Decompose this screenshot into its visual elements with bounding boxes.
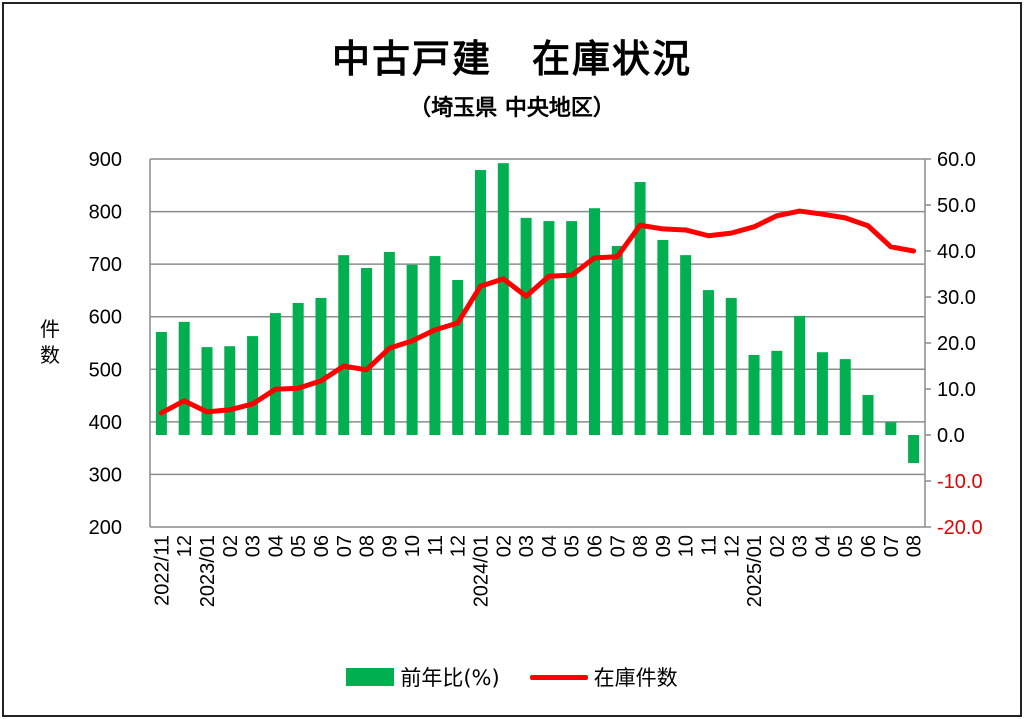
x-tick-label: 07 [881,535,903,557]
x-tick-label: 12 [448,535,470,557]
x-tick-label: 07 [607,535,629,557]
left-tick-label: 900 [89,149,122,171]
line-series-inventory [158,208,917,416]
bar-2022/11 [155,331,167,435]
bar-04 [543,221,555,435]
bar-11 [429,256,441,435]
x-tick-label: 11 [425,535,447,556]
legend-swatch-line [529,674,588,680]
left-tick-label: 700 [89,254,122,276]
bar-04 [269,313,281,435]
bar-09 [657,239,669,435]
bar-05 [292,302,304,435]
x-tick-label: 03 [516,535,538,557]
left-tick-label: 400 [89,412,122,434]
bar-2025/01 [748,354,760,435]
y-axis-label: 件数 [40,317,60,367]
x-tick-label: 03 [790,535,812,557]
bar-06 [588,208,600,435]
chart-title: 中古戸建 在庫状況 [331,37,692,81]
right-tick-label: -10.0 [937,471,983,493]
x-tick-label: 05 [835,535,857,557]
bar-07 [885,422,897,435]
x-tick-label: 06 [584,535,606,557]
legend-item-line: 在庫件数 [529,662,678,692]
right-tick-label: 30.0 [937,287,976,309]
x-tick-label: 08 [630,535,652,557]
bar-03 [247,336,259,435]
bar-02 [224,346,236,435]
left-tick-label: 600 [89,307,122,329]
bar-12 [725,297,737,435]
bar-11 [702,290,714,435]
x-tick-label: 2024/01 [471,535,493,607]
x-tick-label: 09 [653,535,675,557]
left-tick-label: 800 [89,202,122,224]
bar-07 [611,245,623,435]
left-tick-label: 500 [89,359,122,381]
legend-swatch-bar [346,668,395,686]
bar-2023/01 [201,347,213,435]
legend-label-line: 在庫件数 [593,666,678,690]
x-tick-label: 2022/11 [151,535,173,606]
x-tick-label: 05 [562,535,584,557]
bar-06 [315,297,327,435]
x-tick-label: 11 [698,535,720,556]
bar-02 [771,350,783,435]
x-tick-label: 09 [379,535,401,557]
bar-07 [338,255,350,435]
bar-2024/01 [475,170,487,436]
x-tick-label: 02 [493,535,515,557]
x-tick-label: 12 [721,535,743,557]
x-tick-label: 02 [220,535,242,557]
right-tick-label: 10.0 [937,379,976,401]
bar-09 [383,251,395,435]
right-tick-label: -20.0 [937,517,983,539]
x-tick-label: 10 [676,535,698,557]
right-tick-label: 0.0 [937,425,965,447]
chart-subtitle: （埼玉県 中央地区） [409,96,615,121]
x-tick-label: 12 [174,535,196,557]
x-tick-label: 06 [311,535,333,557]
bar-04 [816,352,828,435]
x-tick-label: 10 [402,535,424,557]
x-tick-label: 08 [904,535,926,557]
x-tick-label: 2025/01 [744,535,766,607]
bar-05 [566,221,578,435]
right-tick-label: 20.0 [937,333,976,355]
bar-02 [497,163,509,435]
x-tick-label: 04 [812,535,834,557]
x-tick-label: 08 [357,535,379,557]
x-tick-label: 04 [265,535,287,557]
bar-08 [908,435,920,464]
legend-label-bar: 前年比(%) [400,666,500,690]
x-tick-label: 02 [767,535,789,557]
left-tick-label: 200 [89,517,122,539]
x-tick-label: 04 [539,535,561,557]
bar-03 [520,217,532,435]
bar-12 [178,321,190,435]
left-tick-label: 300 [89,464,122,486]
bar-08 [634,182,646,435]
x-tick-label: 05 [288,535,310,557]
x-tick-label: 07 [334,535,356,557]
x-tick-label: 03 [243,535,265,557]
right-tick-label: 50.0 [937,195,976,217]
x-tick-label: 2023/01 [197,535,219,607]
bar-06 [862,394,874,435]
legend-item-bar: 前年比(%) [346,662,500,692]
legend: 前年比(%) 在庫件数 [0,662,1024,692]
bar-08 [361,268,373,435]
bar-10 [406,264,418,435]
x-tick-label: 06 [858,535,880,557]
bar-03 [794,315,806,435]
bar-10 [680,255,692,435]
bar-12 [452,279,464,435]
bar-05 [839,359,851,435]
right-tick-label: 40.0 [937,241,976,263]
right-tick-label: 60.0 [937,149,976,171]
